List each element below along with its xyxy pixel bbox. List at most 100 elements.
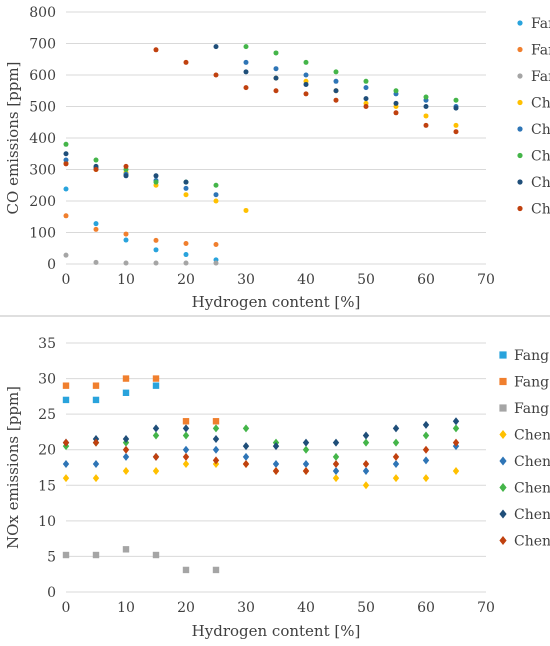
data-point [212, 566, 220, 574]
data-point [153, 260, 159, 266]
data-point [243, 69, 249, 75]
y-tick-label: 35 [38, 336, 56, 352]
data-point [92, 438, 100, 447]
data-point [93, 221, 99, 227]
data-point [183, 241, 189, 247]
data-point [92, 459, 100, 468]
data-point [242, 459, 250, 468]
data-point [422, 420, 430, 429]
legend-label: Chen [514, 454, 550, 470]
y-tick-label: 30 [38, 372, 56, 388]
data-point [302, 459, 310, 468]
x-tick-label: 50 [357, 272, 375, 288]
data-point [183, 252, 189, 258]
series-6 [62, 417, 460, 451]
data-point [123, 173, 129, 179]
legend-label: Chen [531, 96, 550, 112]
data-point [182, 424, 190, 433]
data-point [123, 163, 129, 169]
data-point [92, 474, 100, 483]
data-point [92, 382, 100, 389]
legend-label: Chen [531, 175, 550, 191]
series-2 [62, 546, 220, 574]
legend-label: Chen [514, 534, 550, 550]
data-point [152, 431, 160, 440]
data-point [273, 88, 279, 94]
data-point [182, 431, 190, 440]
legend-marker [499, 456, 507, 466]
y-tick-label: 200 [29, 194, 56, 210]
y-tick-label: 5 [47, 549, 56, 565]
data-point [62, 382, 70, 389]
data-point [123, 260, 129, 266]
data-point [63, 151, 69, 157]
legend-marker [499, 377, 507, 386]
legend-marker [517, 152, 523, 159]
y-tick-label: 500 [29, 100, 56, 116]
data-point [122, 452, 130, 461]
legend-marker [499, 351, 507, 359]
y-tick-label: 0 [47, 585, 56, 601]
y-tick-label: 300 [29, 163, 56, 179]
data-point [93, 157, 99, 163]
data-point [273, 50, 279, 56]
data-point [303, 91, 309, 97]
y-tick-label: 10 [38, 514, 56, 530]
data-point [122, 375, 130, 382]
legend-marker [499, 483, 507, 492]
data-point [183, 59, 189, 65]
series-5 [62, 424, 460, 461]
legend: Fang Fang Fang Chen Chen Chen Chen Chen [499, 348, 550, 550]
legend-label: Fang [514, 401, 549, 417]
data-point [452, 417, 460, 426]
data-point [153, 179, 159, 185]
legend-label: Chen [531, 149, 550, 165]
data-point [273, 75, 279, 81]
data-point [212, 445, 220, 454]
data-point [122, 445, 130, 454]
data-point [362, 467, 370, 476]
y-tick-label: 100 [29, 226, 56, 242]
data-point [272, 442, 280, 451]
data-point [212, 435, 220, 444]
data-point [242, 452, 250, 461]
data-point [63, 252, 69, 258]
data-point [302, 438, 310, 447]
data-point [242, 424, 250, 433]
data-point [363, 104, 369, 109]
data-point [392, 438, 400, 447]
data-point [213, 192, 219, 198]
data-point [362, 431, 370, 440]
x-tick-label: 30 [237, 272, 255, 288]
data-point [333, 78, 339, 84]
legend-label: Fang [531, 69, 550, 85]
data-point [332, 474, 340, 483]
series-4 [62, 442, 460, 476]
data-point [363, 78, 369, 84]
legend-marker [499, 509, 507, 519]
data-point [213, 241, 219, 247]
x-axis-title: Hydrogen content [%] [192, 622, 361, 640]
data-point [153, 47, 159, 53]
data-point [152, 551, 160, 559]
data-point [423, 104, 429, 109]
data-point [152, 375, 160, 382]
data-point [423, 94, 429, 100]
x-tick-label: 20 [177, 272, 195, 288]
data-point [123, 231, 129, 237]
data-point [272, 459, 280, 468]
legend-marker [517, 205, 523, 212]
series-1 [62, 375, 220, 425]
legend-label: Fang [514, 375, 549, 391]
data-point [362, 459, 370, 468]
x-tick-label: 0 [62, 600, 71, 616]
x-tick-label: 10 [117, 600, 135, 616]
data-point [393, 88, 399, 94]
data-point [153, 173, 159, 179]
x-tick-label: 70 [477, 600, 495, 616]
data-point [272, 467, 280, 476]
y-tick-label: 700 [29, 37, 56, 53]
data-point [423, 113, 429, 119]
data-point [332, 467, 340, 476]
